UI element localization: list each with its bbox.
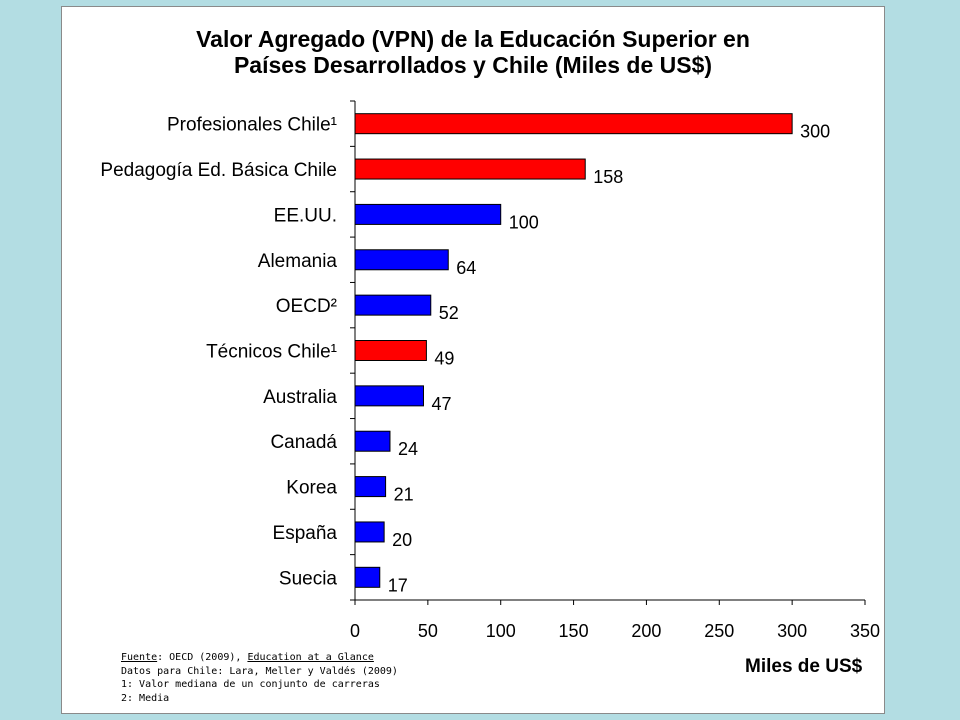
bar	[354, 113, 793, 135]
category-label: Australia	[263, 387, 337, 408]
chart-title-line-1: Valor Agregado (VPN) de la Educación Sup…	[196, 26, 750, 52]
category-label: Alemania	[258, 251, 338, 272]
x-tick-label: 0	[350, 621, 360, 641]
x-tick-label: 150	[559, 621, 589, 641]
data-label: 24	[398, 439, 418, 459]
x-tick-label: 300	[777, 621, 807, 641]
bar	[354, 340, 427, 361]
bar	[354, 158, 586, 180]
category-label: OECD²	[276, 296, 337, 317]
category-label: España	[273, 523, 338, 544]
data-label: 17	[388, 575, 408, 595]
x-tick-label: 350	[850, 621, 880, 641]
x-tick-label: 250	[704, 621, 734, 641]
x-tick-label: 200	[631, 621, 661, 641]
footnote-1: 1: Valor mediana de un conjunto de carre…	[121, 679, 380, 690]
source-notes: Fuente: OECD (2009), Education at a Glan…	[121, 651, 398, 705]
bar	[354, 430, 391, 452]
bar	[354, 385, 424, 407]
footnote-2: 2: Media	[121, 692, 170, 704]
category-label: Canadá	[270, 432, 337, 453]
x-axis-label: Miles de US$	[745, 656, 863, 677]
bar	[354, 294, 432, 316]
bar	[354, 476, 387, 498]
data-label: 52	[439, 303, 459, 323]
category-label: Korea	[286, 478, 337, 499]
data-label: 20	[392, 530, 412, 550]
bar	[354, 249, 449, 271]
data-label: 158	[593, 167, 623, 187]
data-label: 300	[800, 122, 830, 142]
data-label: 100	[509, 212, 539, 232]
category-label: Pedagogía Ed. Básica Chile	[100, 160, 337, 181]
data-label: 21	[394, 485, 414, 505]
category-label: Suecia	[279, 568, 338, 589]
x-tick-label: 100	[486, 621, 516, 641]
category-label: Técnicos Chile¹	[206, 342, 337, 363]
source-chile-line: Datos para Chile: Lara, Meller y Valdés …	[121, 665, 398, 677]
data-label: 64	[456, 258, 476, 278]
source-line: Fuente: OECD (2009), Education at a Glan…	[121, 651, 398, 665]
source-publication: Education at a Glance	[247, 652, 374, 663]
category-label: EE.UU.	[274, 205, 337, 226]
data-label: 47	[431, 394, 451, 414]
chart-title: Valor Agregado (VPN) de la Educación Sup…	[61, 26, 885, 78]
bar	[354, 521, 385, 543]
source-text: : OECD (2009),	[157, 652, 248, 663]
chart-title-line-2: Países Desarrollados y Chile (Miles de U…	[233, 52, 713, 78]
data-label: 49	[434, 349, 454, 369]
bar	[354, 203, 502, 225]
x-tick-label: 50	[418, 621, 438, 641]
source-label: Fuente	[121, 652, 158, 663]
category-label: Profesionales Chile¹	[167, 115, 337, 136]
bar	[354, 566, 381, 588]
